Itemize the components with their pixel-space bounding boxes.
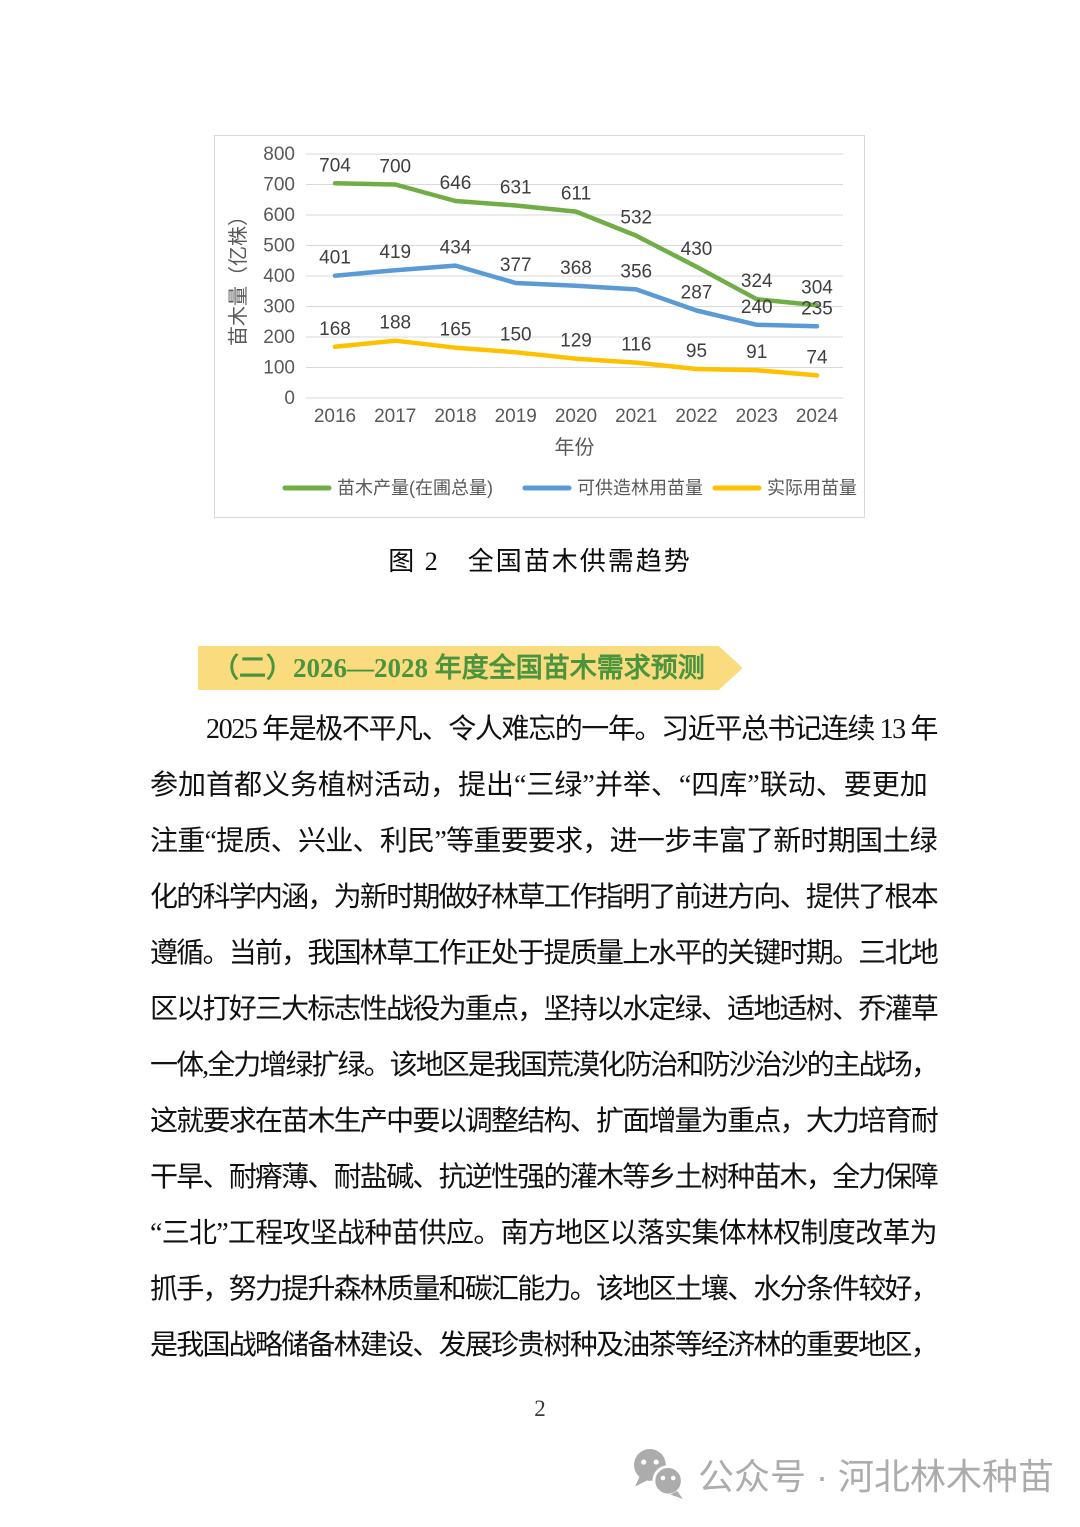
data-label: 168 xyxy=(319,319,351,340)
x-tick-label: 2022 xyxy=(675,406,717,427)
body-line: 遵循。当前，我国林草工作正处于提质量上水平的关键时期。三北地 xyxy=(150,938,939,969)
y-tick-label: 300 xyxy=(263,297,295,318)
data-label: 150 xyxy=(500,324,532,345)
series-line xyxy=(332,263,820,329)
body-paragraph: 2025 年是极不平凡、令人难忘的一年。习近平总书记连续 13 年 参加首都义务… xyxy=(150,702,939,1374)
data-label: 532 xyxy=(620,208,652,229)
body-line: 干旱、耐瘠薄、耐盐碱、抗逆性强的灌木等乡土树种苗木，全力保障 xyxy=(150,1162,939,1193)
x-tick-label: 2019 xyxy=(495,406,537,427)
wechat-icon xyxy=(634,1449,684,1499)
y-tick-label: 400 xyxy=(263,266,295,287)
watermark-label: 公众号 · 河北林木种苗 xyxy=(698,1456,1054,1497)
body-line: 2025 年是极不平凡、令人难忘的一年。习近平总书记连续 13 年 xyxy=(206,714,938,745)
body-line: 注重“提质、兴业、利民”等重要要求，进一步丰富了新时期国土绿 xyxy=(150,826,938,857)
data-label: 91 xyxy=(746,342,767,363)
body-line: 是我国战略储备林建设、发展珍贵树种及油茶等经济林的重要地区， xyxy=(150,1330,939,1361)
data-label: 74 xyxy=(806,347,828,368)
series-line xyxy=(332,181,820,308)
body-line: 这就要求在苗木生产中要以调整结构、扩面增量为重点，大力培育耐 xyxy=(150,1106,939,1137)
y-tick-label: 500 xyxy=(263,236,295,257)
data-label: 631 xyxy=(500,178,532,199)
data-label: 188 xyxy=(379,313,411,334)
data-label: 434 xyxy=(440,238,472,259)
data-label: 401 xyxy=(319,248,351,269)
page-number: 2 xyxy=(534,1396,546,1421)
data-label: 704 xyxy=(319,155,351,176)
x-tick-label: 2020 xyxy=(555,406,597,427)
body-line: 化的科学内涵，为新时期做好林草工作指明了前进方向、提供了根本 xyxy=(150,882,939,913)
section-heading: （二）2026—2028 年度全国苗木需求预测 xyxy=(198,646,743,690)
data-label: 240 xyxy=(741,297,773,318)
series-line xyxy=(332,338,820,378)
x-tick-label: 2024 xyxy=(796,406,839,427)
body-line: 一体,全力增绿扩绿。该地区是我国荒漠化防治和防沙治沙的主战场， xyxy=(150,1050,939,1081)
data-label: 700 xyxy=(379,157,411,178)
seedling-supply-demand-chart: 0 100 200 300 400 500 600 700 800 苗木量（亿株） 2016 2017… xyxy=(214,135,865,518)
data-label: 419 xyxy=(379,242,411,263)
y-tick-label: 600 xyxy=(263,205,295,226)
x-tick-label: 2018 xyxy=(434,406,476,427)
legend-label: 实际用苗量 xyxy=(767,478,857,498)
x-tick-label: 2023 xyxy=(736,406,778,427)
legend-label: 苗木产量(在圃总量) xyxy=(337,478,493,498)
data-label: 646 xyxy=(440,173,472,194)
watermark: 公众号 · 河北林木种苗 xyxy=(630,1448,1054,1500)
legend-label: 可供造林用苗量 xyxy=(577,478,703,498)
y-tick-label: 0 xyxy=(284,388,295,409)
body-line: 区以打好三大标志性战役为重点，坚持以水定绿、适地适树、乔灌草 xyxy=(150,994,939,1025)
figure-caption: 图 2 全国苗木供需趋势 xyxy=(388,547,692,576)
data-label: 324 xyxy=(741,271,773,292)
data-label: 356 xyxy=(620,261,652,282)
data-label: 368 xyxy=(560,258,592,279)
y-tick-label: 800 xyxy=(263,144,295,165)
data-label: 165 xyxy=(440,320,472,341)
data-label: 235 xyxy=(801,298,833,319)
data-label: 377 xyxy=(500,255,532,276)
x-tick-label: 2017 xyxy=(374,406,416,427)
line-chart-canvas: 0 100 200 300 400 500 600 700 800 苗木量（亿株） 2016 2017… xyxy=(227,144,857,498)
body-line: 参加首都义务植树活动，提出“三绿”并举、“四库”联动、要更加 xyxy=(150,770,928,801)
data-label: 304 xyxy=(801,277,833,298)
data-label: 116 xyxy=(621,335,651,356)
data-label: 611 xyxy=(561,184,591,205)
data-label: 129 xyxy=(560,331,592,352)
data-label: 95 xyxy=(686,341,707,362)
body-line: “三北”工程攻坚战种苗供应。南方地区以落实集体林权制度改革为 xyxy=(150,1218,938,1249)
data-label: 287 xyxy=(681,282,713,303)
y-tick-label: 700 xyxy=(263,175,295,196)
x-tick-label: 2016 xyxy=(314,406,356,427)
data-label: 430 xyxy=(681,239,713,260)
y-axis-title: 苗木量（亿株） xyxy=(227,206,250,346)
y-tick-label: 100 xyxy=(263,358,295,379)
x-tick-label: 2021 xyxy=(615,406,657,427)
x-axis-title: 年份 xyxy=(555,436,595,459)
body-line: 抓手，努力提升森林质量和碳汇能力。该地区土壤、水分条件较好， xyxy=(150,1274,939,1305)
y-tick-label: 200 xyxy=(263,327,295,348)
